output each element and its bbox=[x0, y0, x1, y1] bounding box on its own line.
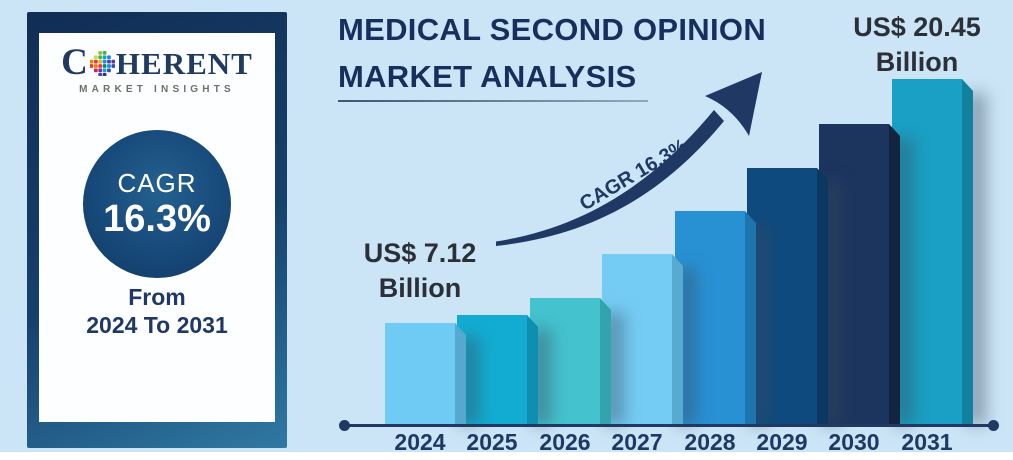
year-label-2029: 2029 bbox=[756, 429, 808, 455]
axis-left-dot bbox=[339, 420, 350, 431]
year-label-2025: 2025 bbox=[466, 429, 518, 455]
mosaic-cross-logo-icon bbox=[89, 49, 116, 77]
logo-tagline: MARKET INSIGHTS bbox=[79, 84, 235, 95]
bar-front-face bbox=[675, 211, 745, 425]
coherent-logo-wordmark: C HERENT bbox=[39, 44, 275, 81]
end-value-unit: Billion bbox=[875, 47, 959, 77]
forecast-period-years: 2024 To 2031 bbox=[86, 312, 228, 338]
bar-side-face bbox=[745, 211, 756, 425]
year-label-2026: 2026 bbox=[539, 429, 591, 455]
bar-front-face bbox=[385, 323, 455, 425]
bar-front-face bbox=[747, 168, 817, 425]
x-axis-line bbox=[344, 424, 993, 427]
bar-front-face bbox=[602, 254, 672, 425]
bar-side-face bbox=[527, 315, 538, 425]
year-label-2028: 2028 bbox=[684, 429, 736, 455]
year-label-2031: 2031 bbox=[901, 429, 953, 455]
bottom-white-strip bbox=[0, 452, 1013, 460]
brand-badge-card: C HERENT MARKET INSIGHTS CAGR 16.3% From bbox=[27, 12, 287, 448]
end-value-amount: US$ 20.45 bbox=[853, 12, 981, 42]
forecast-period: From 2024 To 2031 bbox=[39, 283, 275, 339]
cagr-value: 16.3% bbox=[103, 198, 211, 240]
cagr-circle: CAGR 16.3% bbox=[83, 130, 231, 278]
page-title-line1: MEDICAL SECOND OPINION bbox=[338, 12, 767, 47]
axis-right-dot bbox=[988, 420, 999, 431]
logo-letters-herent: HERENT bbox=[115, 46, 253, 81]
bar-front-face bbox=[892, 79, 962, 425]
year-label-2027: 2027 bbox=[611, 429, 663, 455]
bar-side-face bbox=[672, 254, 683, 425]
page-title: MEDICAL SECOND OPINION MARKET ANALYSIS bbox=[338, 6, 766, 100]
bar-front-face bbox=[530, 298, 600, 425]
forecast-period-from: From bbox=[128, 284, 186, 310]
bar-side-face bbox=[817, 168, 828, 425]
start-value-amount: US$ 7.12 bbox=[363, 238, 477, 268]
brand-badge-inner: C HERENT MARKET INSIGHTS CAGR 16.3% From bbox=[39, 33, 275, 422]
year-label-2024: 2024 bbox=[394, 429, 446, 455]
bar-side-face bbox=[962, 79, 973, 425]
start-value-unit: Billion bbox=[378, 273, 462, 303]
title-underline bbox=[338, 100, 648, 102]
logo-letter-c: C bbox=[61, 42, 89, 83]
cagr-label: CAGR bbox=[117, 168, 197, 198]
page-title-line2: MARKET ANALYSIS bbox=[338, 59, 637, 94]
bar-side-face bbox=[455, 323, 466, 425]
bar-side-face bbox=[600, 298, 611, 425]
year-label-2030: 2030 bbox=[828, 429, 880, 455]
bar-front-face bbox=[819, 124, 889, 425]
end-value-label: US$ 20.45 Billion bbox=[842, 10, 992, 80]
bar-front-face bbox=[457, 315, 527, 425]
bar-side-face bbox=[889, 124, 900, 425]
coherent-logo: C HERENT MARKET INSIGHTS bbox=[39, 44, 275, 95]
start-value-label: US$ 7.12 Billion bbox=[345, 236, 495, 306]
